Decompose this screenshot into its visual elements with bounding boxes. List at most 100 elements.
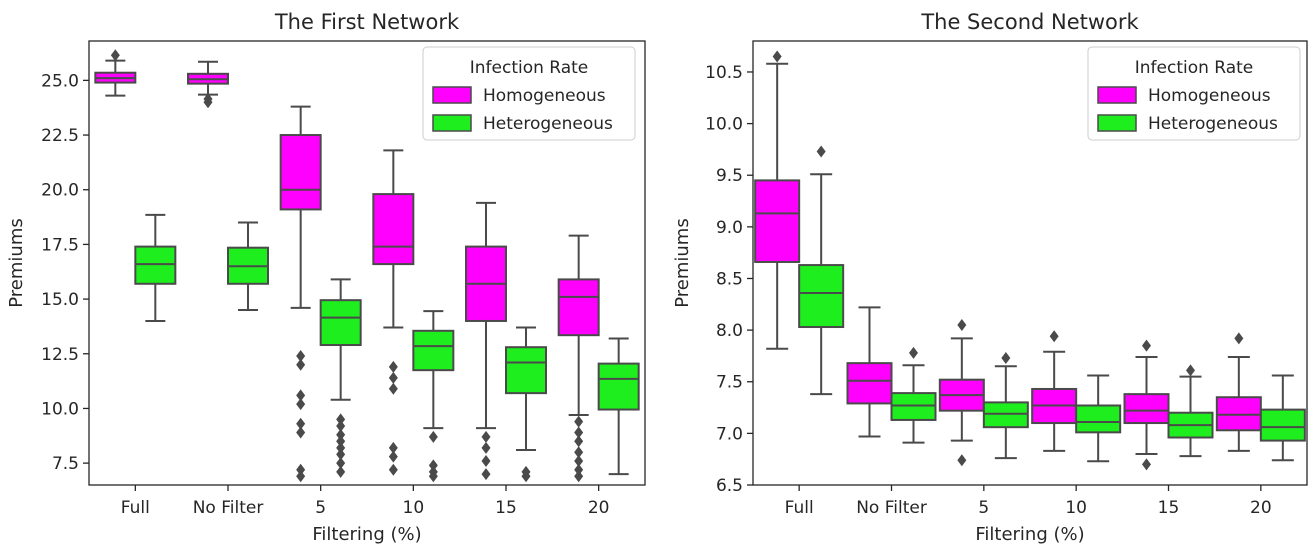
box-heterogeneous-15 (505, 326, 547, 483)
box-iqr (279, 134, 322, 211)
outlier-point (957, 318, 967, 331)
chart-panel-2: 6.5 7.0 7.5 8.0 8.5 9.0 9.5 10.0 10.5 Full No Filt… (672, 10, 1308, 545)
box-iqr (134, 245, 177, 285)
box-heterogeneous-5 (982, 351, 1029, 460)
outlier-point (574, 463, 584, 476)
box-heterogeneous-15 (1167, 364, 1214, 458)
plot-frame (88, 40, 646, 486)
outlier-point (428, 459, 438, 472)
box-homogeneous-20 (557, 234, 600, 483)
box-iqr (319, 299, 362, 347)
box-homogeneous-5 (938, 318, 985, 467)
x-axis-label: Filtering (%) (312, 524, 421, 545)
legend: Infection Rate Homogeneous Heterogeneous (1087, 46, 1301, 141)
outlier-point (388, 450, 398, 463)
outlier-point (388, 371, 398, 384)
legend-swatch-heterogeneous (432, 114, 472, 132)
outlier-point (296, 398, 306, 411)
x-tick-label: Full (121, 498, 150, 518)
y-tick-label: 7.5 (52, 454, 79, 474)
y-tick-label: 10.0 (41, 399, 79, 419)
box-heterogeneous-10 (1075, 374, 1122, 463)
box-heterogeneous-20 (1259, 374, 1306, 462)
x-axis-label: Filtering (%) (975, 524, 1084, 545)
y-tick-label: 7.5 (716, 373, 743, 393)
outlier-point (296, 417, 306, 430)
outlier-point (1234, 332, 1244, 345)
legend: Infection Rate Homogeneous Heterogeneous (422, 46, 636, 141)
y-tick-label: 12.5 (41, 345, 79, 365)
legend-label-homogeneous: Homogeneous (1148, 86, 1271, 106)
outlier-point (336, 457, 346, 470)
box-heterogeneous-10 (412, 310, 455, 483)
outlier-point (428, 470, 438, 483)
outlier-point (816, 145, 826, 158)
x-tick-label: 15 (495, 498, 517, 518)
y-tick-label: 25.0 (41, 71, 79, 91)
y-tick-label: 20.0 (41, 181, 79, 201)
outlier-point (388, 360, 398, 373)
x-tick-label: Full (785, 498, 814, 518)
box-heterogeneous-full (134, 213, 177, 322)
outlier-point (574, 415, 584, 428)
legend-frame (422, 46, 636, 141)
box-iqr (798, 264, 845, 329)
box-iqr (754, 179, 801, 263)
outlier-point (336, 428, 346, 441)
box-iqr (412, 329, 455, 372)
box-homogeneous-10 (372, 149, 415, 476)
series-homogeneous (94, 49, 600, 483)
legend-label-homogeneous: Homogeneous (483, 86, 606, 106)
outlier-point (336, 413, 346, 426)
outlier-point (1186, 364, 1195, 377)
outlier-point (336, 448, 346, 461)
box-homogeneous-full (94, 49, 137, 97)
y-axis-label: Premiums (672, 218, 693, 307)
y-tick-label: 9.5 (716, 166, 743, 186)
outlier-point (296, 389, 306, 402)
plot-frame (752, 40, 1308, 486)
box-homogeneous-20 (1215, 332, 1262, 452)
box-homogeneous-15 (465, 201, 507, 481)
outlier-point (574, 454, 584, 467)
outlier-point (428, 430, 438, 443)
box-iqr (982, 401, 1029, 429)
legend-swatch-heterogeneous (1097, 114, 1137, 132)
y-tick-label: 8.5 (716, 269, 743, 289)
outlier-point (481, 441, 491, 454)
series-heterogeneous (798, 145, 1306, 463)
outlier-point (1142, 458, 1151, 471)
outlier-point (574, 435, 584, 448)
x-tick-label: 20 (588, 498, 610, 518)
y-tick-label: 10.5 (705, 63, 743, 83)
outlier-point (336, 435, 346, 448)
outlier-point (521, 470, 531, 483)
outlier-point (957, 454, 967, 467)
outlier-point (388, 463, 398, 476)
box-iqr (1215, 396, 1262, 432)
box-iqr (1123, 393, 1170, 425)
x-tick-label: 10 (1065, 498, 1087, 518)
outlier-point (772, 50, 782, 63)
outlier-point (574, 426, 584, 439)
box-heterogeneous-no-filter (227, 221, 269, 312)
box-iqr (1259, 408, 1306, 442)
y-tick-label: 17.5 (41, 235, 79, 255)
box-iqr (1075, 404, 1122, 434)
y-tick-label: 15.0 (41, 290, 79, 310)
outlier-point (296, 463, 306, 476)
y-tick-label: 10.0 (705, 115, 743, 135)
y-tick-label: 22.5 (41, 126, 79, 146)
outlier-point (296, 470, 306, 483)
outlier-point (110, 49, 120, 62)
box-homogeneous-10 (1031, 330, 1078, 452)
box-heterogeneous-20 (597, 337, 640, 476)
legend-title: Infection Rate (1135, 58, 1254, 78)
x-tick-label: 20 (1250, 498, 1272, 518)
x-tick-label: 5 (315, 498, 326, 518)
outlier-point (388, 382, 398, 395)
outlier-point (481, 454, 491, 467)
box-iqr (557, 278, 600, 337)
legend-label-heterogeneous: Heterogeneous (483, 114, 613, 134)
